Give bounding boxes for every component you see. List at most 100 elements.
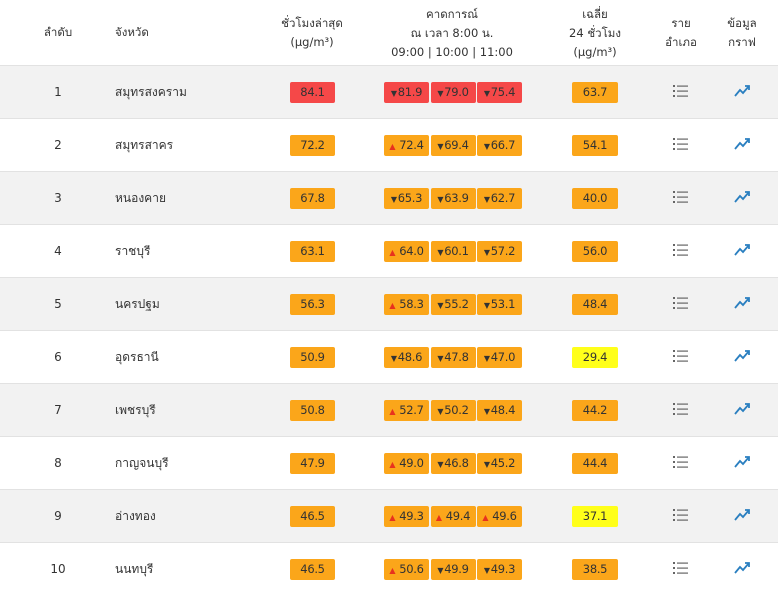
graph-icon[interactable] bbox=[734, 83, 750, 103]
graph-icon[interactable] bbox=[734, 295, 750, 315]
forecast-text: 45.2 bbox=[490, 456, 516, 470]
forecast-value: ▼46.8 bbox=[430, 453, 476, 474]
forecast-text: 49.4 bbox=[445, 509, 471, 523]
district-list-icon[interactable] bbox=[673, 348, 689, 368]
forecast-value: ▼69.4 bbox=[430, 135, 476, 156]
district-list-icon[interactable] bbox=[673, 401, 689, 421]
latest-value: 72.2 bbox=[290, 135, 335, 156]
header-line: (µg/m³) bbox=[573, 45, 617, 59]
forecast-text: 50.6 bbox=[399, 562, 424, 576]
trend-arrow: ▼ bbox=[390, 354, 397, 363]
district-list-icon[interactable] bbox=[673, 295, 689, 315]
graph-icon[interactable] bbox=[734, 560, 750, 580]
district-list-icon[interactable] bbox=[673, 560, 689, 580]
forecast-value: ▼49.3 bbox=[477, 559, 522, 580]
forecast-text: 55.2 bbox=[444, 297, 469, 311]
trend-icon bbox=[734, 191, 750, 203]
header-rank: ลำดับ bbox=[0, 23, 133, 42]
rank: 1 bbox=[54, 85, 62, 99]
graph-icon[interactable] bbox=[734, 454, 750, 474]
trend-arrow: ▲ bbox=[389, 460, 396, 469]
header-latest: ชั่วโมงล่าสุด (µg/m³) bbox=[237, 14, 387, 52]
graph-icon[interactable] bbox=[734, 189, 750, 209]
forecast-text: 47.8 bbox=[444, 350, 469, 364]
graph-icon[interactable] bbox=[734, 507, 750, 527]
district-list-icon[interactable] bbox=[673, 454, 689, 474]
district-list-icon[interactable] bbox=[673, 189, 689, 209]
graph-icon[interactable] bbox=[734, 401, 750, 421]
graph-icon[interactable] bbox=[734, 136, 750, 156]
list-icon bbox=[673, 403, 688, 415]
trend-arrow: ▼ bbox=[437, 407, 444, 416]
forecast-text: 64.0 bbox=[399, 244, 424, 258]
table-row: 2 สมุทรสาคร 72.2 ▲ 72.4 ▼69.4 ▼66.7 54.1 bbox=[0, 118, 778, 172]
forecast-text: 50.2 bbox=[444, 403, 469, 417]
province: หนองคาย bbox=[115, 191, 166, 205]
header-average: เฉลี่ย 24 ชั่วโมง (µg/m³) bbox=[520, 5, 670, 62]
forecast-text: 75.4 bbox=[490, 85, 516, 99]
district-list-icon[interactable] bbox=[673, 83, 689, 103]
latest-value: 63.1 bbox=[290, 241, 335, 262]
forecast-value: ▼66.7 bbox=[477, 135, 522, 156]
header-province: จังหวัด bbox=[115, 23, 265, 42]
list-icon bbox=[673, 350, 688, 362]
trend-arrow: ▲ bbox=[389, 407, 396, 416]
forecast-text: 60.1 bbox=[444, 244, 469, 258]
forecast-value: ▲ 49.4 bbox=[430, 506, 476, 527]
forecast-value: ▼45.2 bbox=[477, 453, 522, 474]
forecast-value: ▲ 72.4 bbox=[384, 135, 429, 156]
trend-arrow: ▲ bbox=[389, 301, 396, 310]
list-icon bbox=[673, 456, 688, 468]
district-list-icon[interactable] bbox=[673, 242, 689, 262]
province: กาญจนบุรี bbox=[115, 456, 169, 470]
trend-arrow: ▼ bbox=[437, 248, 444, 257]
header-forecast: คาดการณ์ณ เวลา 8:00 น. 09:00 | 10:00 | 11… bbox=[377, 5, 527, 62]
forecast-value: ▼47.0 bbox=[477, 347, 522, 368]
forecast-value: ▼48.4 bbox=[477, 400, 522, 421]
list-icon bbox=[673, 244, 688, 256]
latest-value: 47.9 bbox=[290, 453, 335, 474]
average-value: 44.4 bbox=[572, 453, 618, 474]
latest-value: 50.9 bbox=[290, 347, 335, 368]
graph-icon[interactable] bbox=[734, 242, 750, 262]
header-line: ณ เวลา 8:00 น. bbox=[410, 26, 494, 40]
forecast-value: ▲ 64.0 bbox=[384, 241, 429, 262]
trend-arrow: ▲ bbox=[482, 513, 489, 522]
header-line: เฉลี่ย bbox=[582, 7, 608, 21]
average-value: 54.1 bbox=[572, 135, 618, 156]
forecast-value: ▼47.8 bbox=[430, 347, 476, 368]
district-list-icon[interactable] bbox=[673, 507, 689, 527]
trend-arrow: ▼ bbox=[483, 354, 490, 363]
latest-value: 46.5 bbox=[290, 506, 335, 527]
trend-arrow: ▼ bbox=[390, 89, 397, 98]
average-value: 44.2 bbox=[572, 400, 618, 421]
province: สมุทรสงคราม bbox=[115, 85, 187, 99]
trend-arrow: ▼ bbox=[437, 142, 444, 151]
rank: 3 bbox=[54, 191, 62, 205]
trend-arrow: ▲ bbox=[435, 513, 442, 522]
forecast-value: ▼55.2 bbox=[430, 294, 476, 315]
forecast-value: ▼53.1 bbox=[477, 294, 522, 315]
trend-arrow: ▼ bbox=[437, 89, 444, 98]
header-line: ชั่วโมงล่าสุด bbox=[281, 16, 343, 30]
trend-arrow: ▼ bbox=[483, 460, 490, 469]
forecast-text: 49.3 bbox=[399, 509, 424, 523]
trend-icon bbox=[734, 456, 750, 468]
forecast-value: ▲ 50.6 bbox=[384, 559, 429, 580]
rank: 6 bbox=[54, 350, 62, 364]
trend-arrow: ▲ bbox=[389, 566, 396, 575]
forecast-text: 49.9 bbox=[444, 562, 469, 576]
trend-arrow: ▼ bbox=[483, 89, 490, 98]
graph-icon[interactable] bbox=[734, 348, 750, 368]
latest-value: 67.8 bbox=[290, 188, 335, 209]
table-row: 6 อุดรธานี 50.9 ▼48.6 ▼47.8 ▼47.0 29.4 bbox=[0, 330, 778, 384]
forecast-text: 66.7 bbox=[490, 138, 516, 152]
trend-arrow: ▼ bbox=[483, 195, 490, 204]
forecast-value: ▼79.0 bbox=[430, 82, 476, 103]
forecast-value: ▼63.9 bbox=[430, 188, 476, 209]
forecast-text: 72.4 bbox=[399, 138, 424, 152]
list-icon bbox=[673, 85, 688, 97]
district-list-icon[interactable] bbox=[673, 136, 689, 156]
forecast-value: ▼49.9 bbox=[430, 559, 476, 580]
